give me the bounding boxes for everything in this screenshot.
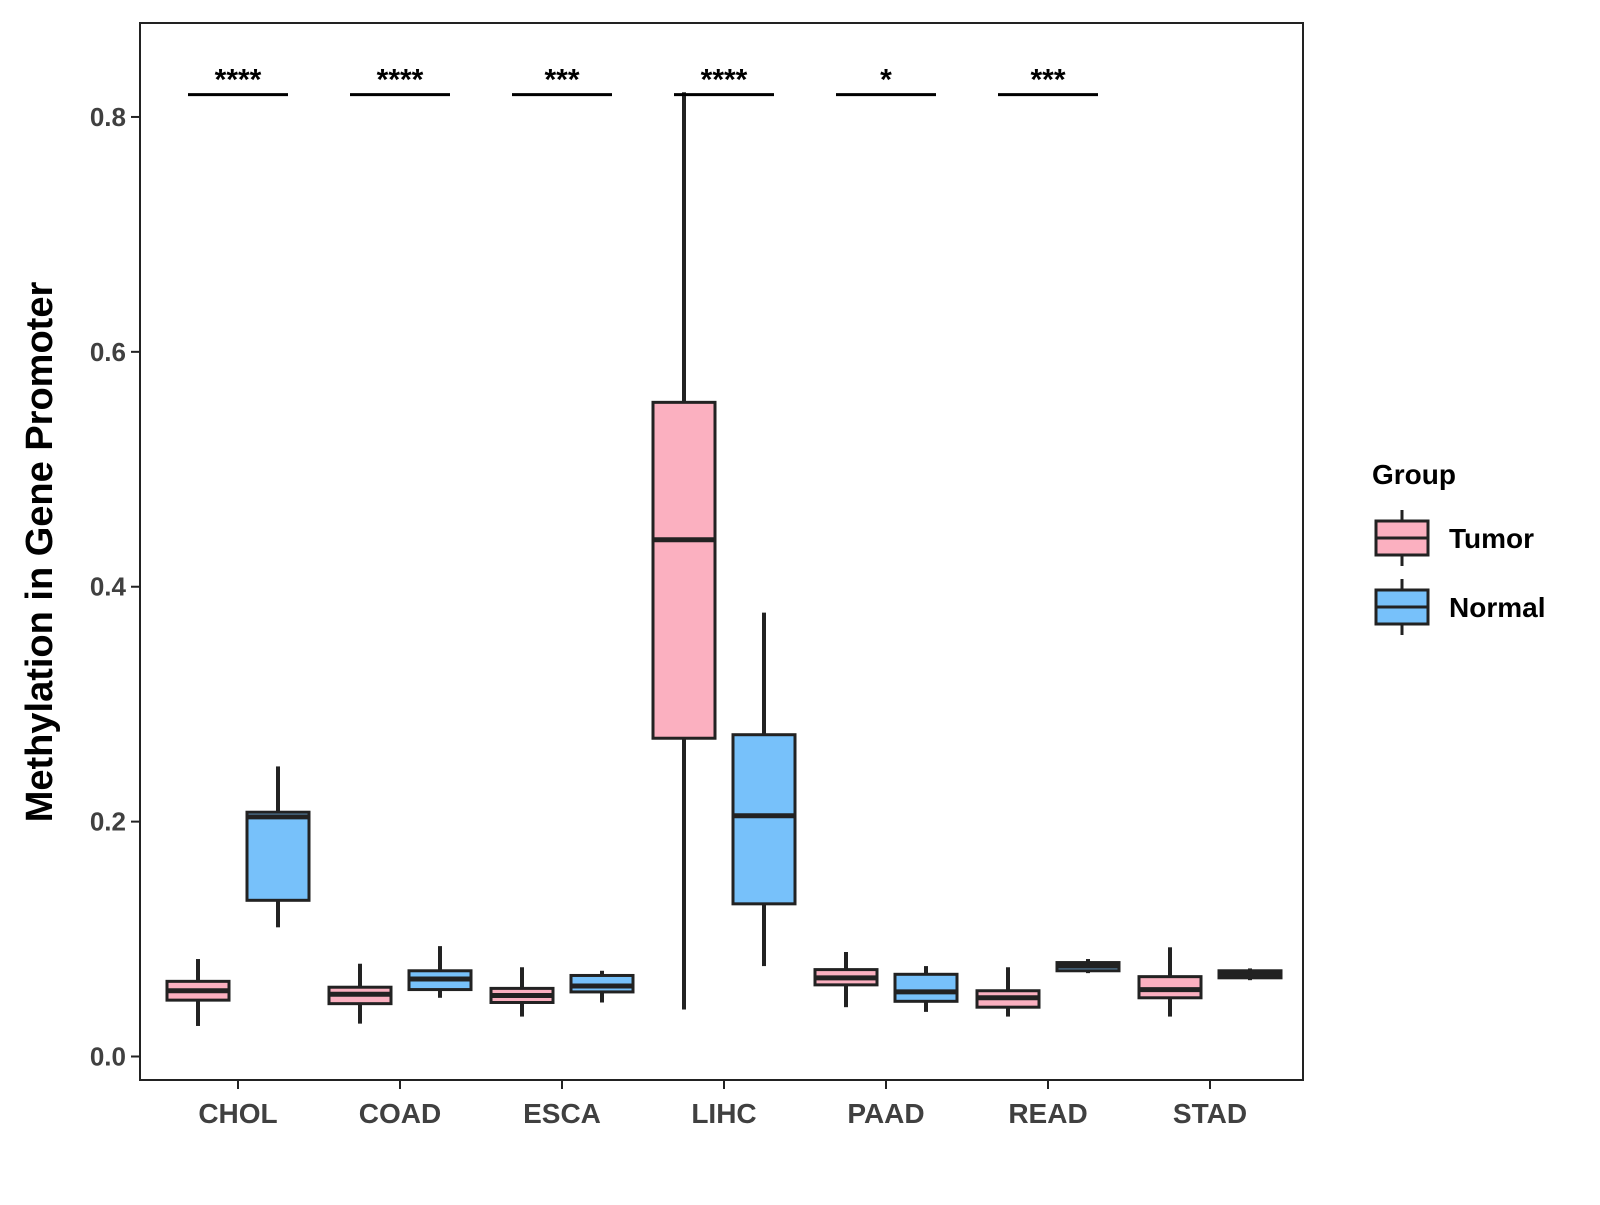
significance-label: *** [1030, 64, 1065, 97]
x-tick-label: ESCA [523, 1098, 601, 1129]
y-tick-label: 0.6 [90, 337, 126, 367]
significance-label: *** [544, 64, 579, 97]
x-tick-label: READ [1008, 1098, 1087, 1129]
box-normal-lihc [731, 612, 797, 967]
plot-panel [139, 22, 1304, 1081]
y-axis-title: Methylation in Gene Promoter [19, 282, 61, 823]
box-iqr [245, 810, 311, 902]
box-iqr [731, 733, 797, 906]
box-tumor-stad [1137, 947, 1203, 1017]
x-tick-label: LIHC [691, 1098, 756, 1129]
y-axis: 0.0 0.2 0.4 0.6 0.8 [90, 102, 140, 1072]
box-tumor-coad [327, 963, 393, 1024]
y-tick-label: 0.0 [90, 1042, 126, 1072]
legend-label: Normal [1449, 592, 1545, 623]
y-tick-label: 0.2 [90, 807, 126, 837]
box-normal-esca [569, 970, 635, 1003]
box-tumor-lihc [651, 92, 717, 1010]
box-tumor-read [975, 967, 1041, 1017]
significance-group: **** **** *** **** * *** [188, 64, 1098, 97]
legend-title: Group [1372, 459, 1456, 490]
significance-label: **** [215, 64, 262, 97]
box-iqr [893, 972, 959, 1003]
y-tick-label: 0.8 [90, 102, 126, 132]
legend-item-normal: Normal [1374, 579, 1545, 635]
box-normal-read [1055, 959, 1121, 974]
x-tick-label: PAAD [847, 1098, 924, 1129]
box-normal-coad [407, 946, 473, 998]
box-tumor-esca [489, 967, 555, 1017]
box-normal-chol [245, 766, 311, 928]
legend-item-tumor: Tumor [1374, 510, 1534, 566]
legend: Group Tumor Normal [1372, 459, 1545, 635]
significance-label: * [880, 64, 892, 97]
y-tick-label: 0.4 [90, 572, 127, 602]
x-tick-label: CHOL [198, 1098, 277, 1129]
x-tick-label: COAD [359, 1098, 441, 1129]
box-iqr [651, 400, 717, 740]
significance-label: **** [377, 64, 424, 97]
box-tumor-chol [165, 959, 231, 1026]
legend-label: Tumor [1449, 523, 1534, 554]
box-normal-paad [893, 966, 959, 1012]
significance-label: **** [701, 64, 748, 97]
box-normal-stad [1217, 968, 1283, 981]
x-axis: CHOL COAD ESCA LIHC PAAD READ STAD [198, 1080, 1247, 1129]
box-tumor-paad [813, 951, 879, 1008]
box-series-group [165, 92, 1283, 1026]
x-tick-label: STAD [1173, 1098, 1247, 1129]
